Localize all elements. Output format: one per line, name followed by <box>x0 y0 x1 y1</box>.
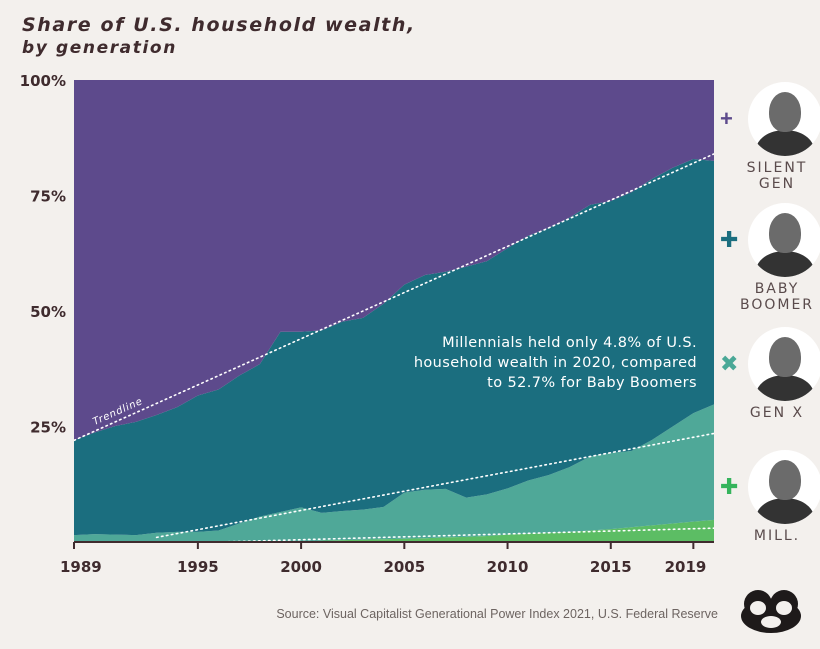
generation-label: MILL. <box>753 528 801 544</box>
x-tick-label: 1989 <box>60 558 102 576</box>
x-tick-label: 1995 <box>177 558 219 576</box>
x-tick-label: 2005 <box>383 558 425 576</box>
generation-1: ✚ BABY BOOMER <box>718 203 820 313</box>
silent-gen-portrait-icon <box>748 82 820 156</box>
millennial-portrait-icon <box>748 450 820 524</box>
area-baby-boomers <box>74 159 714 536</box>
chart-title: Share of U.S. household wealth, <box>22 14 416 36</box>
x-tick-label: 2019 <box>665 558 707 576</box>
generation-marker-icon: ✚ <box>720 227 739 252</box>
gen-x-portrait-icon <box>748 327 820 401</box>
trendline-1 <box>155 432 714 539</box>
chart-subtitle: by generation <box>22 38 177 58</box>
chart-areas <box>74 80 714 542</box>
generation-0: + SILENT GEN <box>718 82 820 192</box>
generation-marker-icon: ✖ <box>720 351 739 376</box>
y-tick-label: 75% <box>30 188 66 206</box>
y-tick-label: 25% <box>30 419 66 437</box>
annotation-line: Millennials held only 4.8% of U.S. <box>442 335 697 351</box>
area-millennials <box>74 519 714 542</box>
x-tick-label: 2015 <box>590 558 632 576</box>
area-gen-x <box>74 404 714 542</box>
generation-label: SILENT GEN <box>746 160 808 192</box>
generation-label: BABY BOOMER <box>739 281 815 313</box>
annotation-line: household wealth in 2020, compared <box>414 355 697 371</box>
x-tick-label: 2010 <box>487 558 529 576</box>
chart-axes: 25% 50% 75% 100% 1989 1995 2000 2005 2010 2015 201… <box>20 72 714 576</box>
generation-label: GEN X <box>749 405 805 421</box>
y-tick-label: 50% <box>30 303 66 321</box>
chart-trendlines <box>74 153 714 542</box>
y-tick-label: 100% <box>20 72 66 90</box>
annotation-line: to 52.7% for Baby Boomers <box>487 375 697 391</box>
source-note: Source: Visual Capitalist Generational P… <box>276 607 718 621</box>
area-silent-generation <box>74 80 714 441</box>
baby-boomer-portrait-icon <box>748 203 820 277</box>
x-tick-label: 2000 <box>280 558 322 576</box>
generation-marker-icon: + <box>720 106 733 131</box>
generation-marker-icon: ✚ <box>720 474 739 499</box>
visual-capitalist-logo-icon <box>741 590 801 633</box>
chart-annotation: Millennials held only 4.8% of U.S. househ… <box>414 335 697 391</box>
trendline-0 <box>74 153 714 442</box>
generation-3: ✚ MILL. <box>718 450 820 544</box>
generation-2: ✖ GEN X <box>718 327 820 421</box>
